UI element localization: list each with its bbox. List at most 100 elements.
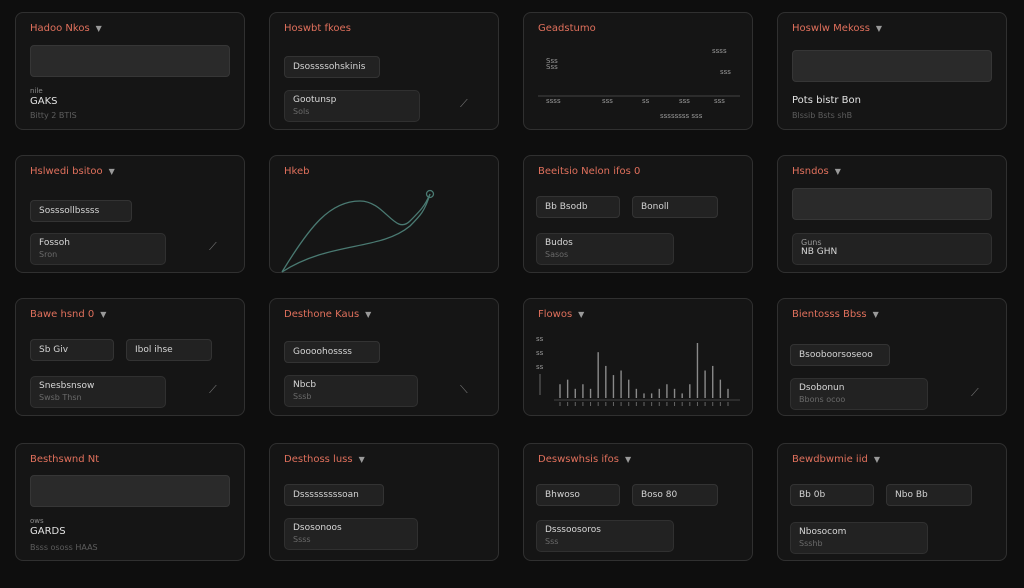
value-box[interactable]: Nbcb Sssb <box>284 375 418 407</box>
expand-icon[interactable]: ⟋ <box>209 383 217 396</box>
legend-left: Sss <box>546 63 558 71</box>
pill-field[interactable]: Dsssssssssoan <box>284 484 384 506</box>
chevron-down-icon[interactable]: ▼ <box>365 310 372 319</box>
box-label: Dsosonoos <box>293 523 342 533</box>
chevron-down-icon[interactable]: ▼ <box>108 167 115 176</box>
chevron-down-icon[interactable]: ▼ <box>872 310 879 319</box>
pill-field[interactable]: Sosssollbssss <box>30 200 132 222</box>
pill-field[interactable]: Dsossssohskinis <box>284 56 380 78</box>
x-tick: ss <box>642 97 650 105</box>
box-label: Nbosocom <box>799 527 847 537</box>
pill-field-b[interactable]: Bonoll <box>632 196 718 218</box>
stat-value: GAKS <box>30 96 58 107</box>
chevron-down-icon[interactable]: ▼ <box>624 455 632 464</box>
chevron-down-icon[interactable]: ▼ <box>834 167 841 176</box>
stat-sub: Bitty 2 BTIS <box>30 111 77 120</box>
card-14: Desthoss luss ▼ Dsssssssssoan Dsosonoos S… <box>269 443 499 561</box>
x-tick: sss <box>714 97 725 105</box>
chevron-down-icon[interactable]: ▼ <box>873 455 880 464</box>
card-15: Deswswhsis ifos ▼ Bhwoso Boso 80 Dsssooso… <box>523 443 753 561</box>
chevron-down-icon[interactable]: ▼ <box>95 24 102 33</box>
line-series <box>281 193 431 273</box>
stat-label: nile <box>30 87 43 95</box>
stat-sub: Blssib Bsts shB <box>792 111 853 120</box>
value-box[interactable]: Gootunsp Sols <box>284 90 420 122</box>
value-box[interactable]: Guns NB GHN <box>792 233 992 265</box>
value-box[interactable]: Dsobonun Bbons ocoo <box>790 378 928 410</box>
bar-chart: ss ss ss <box>536 335 740 406</box>
card-title: Desthone Kaus ▼ <box>284 309 372 320</box>
chevron-down-icon[interactable]: ▼ <box>358 455 365 464</box>
box-label: Dsssoosoros <box>545 525 601 535</box>
card-title: Bewdbwmie iid ▼ <box>792 454 880 465</box>
box-sub: Ssss <box>293 535 311 544</box>
x-tick: sss <box>602 97 613 105</box>
card-11: Flowos ▼ ss ss ss <box>523 298 753 416</box>
input-bar[interactable] <box>792 188 992 220</box>
stat-sub: Bsss ososs HAAS <box>30 543 98 552</box>
box-label: Dsobonun <box>799 383 845 393</box>
value-box[interactable]: Dsosonoos Ssss <box>284 518 418 550</box>
stat-value: GARDS <box>30 526 66 537</box>
y-tick: ss <box>536 349 544 357</box>
value-box[interactable]: Snesbsnsow Swsb Thsn <box>30 376 166 408</box>
card-16: Bewdbwmie iid ▼ Bb 0b Nbo Bb Nbosocom Sss… <box>777 443 1007 561</box>
expand-icon[interactable]: ⟋ <box>460 97 468 110</box>
box-label: Budos <box>545 238 573 248</box>
card-title: Besthswnd Nt <box>30 454 100 465</box>
card-title: Hoswbt fkoes <box>284 23 351 34</box>
card-4: Hoswlw Mekoss ▼ Pots bistr Bon Blssib Bst… <box>777 12 1007 130</box>
card-title: Hsndos ▼ <box>792 166 841 177</box>
box-sub: Guns <box>801 238 822 247</box>
card-title: Beeitsio Nelon ifos 0 <box>538 166 641 177</box>
stat-value: Pots bistr Bon <box>792 95 861 106</box>
box-label: Nbcb <box>293 380 317 390</box>
expand-icon[interactable]: ⟋ <box>971 386 979 399</box>
value-box[interactable]: Nbosocom Ssshb <box>790 522 928 554</box>
x-tick: sss <box>679 97 690 105</box>
card-2: Hoswbt fkoes Dsossssohskinis Gootunsp So… <box>269 12 499 130</box>
pill-field-b[interactable]: Nbo Bb <box>886 484 972 506</box>
box-label: Gootunsp <box>293 95 337 105</box>
input-bar[interactable] <box>30 475 230 507</box>
chevron-down-icon[interactable]: ▼ <box>100 310 107 319</box>
pill-field-b[interactable]: Boso 80 <box>632 484 718 506</box>
stat-label: ows <box>30 517 44 525</box>
pill-field-a[interactable]: Sb Giv <box>30 339 114 361</box>
box-label: Fossoh <box>39 238 70 248</box>
input-bar[interactable] <box>30 45 230 77</box>
box-sub: Sasos <box>545 250 569 259</box>
x-tick: ssss <box>546 97 561 105</box>
y-tick: ssss <box>712 47 727 55</box>
card-9: Bawe hsnd 0 ▼ Sb Giv Ibol ihse Snesbsnsow… <box>15 298 245 416</box>
input-bar[interactable] <box>792 50 992 82</box>
value-box[interactable]: Dsssoosoros Sss <box>536 520 674 552</box>
card-12: Bientosss Bbss ▼ Bsooboorsoseoo Dsobonun … <box>777 298 1007 416</box>
chevron-down-icon[interactable]: ▼ <box>875 24 883 33</box>
box-sub: Sss <box>545 537 559 546</box>
box-sub: Ssshb <box>799 539 823 548</box>
card-title: Hoswlw Mekoss ▼ <box>792 23 883 34</box>
pill-field-a[interactable]: Bb Bsodb <box>536 196 620 218</box>
card-1: Hadoo Nkos ▼ nile GAKS Bitty 2 BTIS <box>15 12 245 130</box>
mini-chart: ssss sss Sss Sss ssss sss ss sss sss sss… <box>538 47 740 120</box>
card-6: Hkeb <box>269 155 499 273</box>
pill-field[interactable]: Goooohossss <box>284 341 380 363</box>
card-title: Hadoo Nkos ▼ <box>30 23 102 34</box>
card-title: Bawe hsnd 0 ▼ <box>30 309 107 320</box>
pill-field-a[interactable]: Bb 0b <box>790 484 874 506</box>
expand-icon[interactable]: ⟍ <box>460 383 468 396</box>
value-box[interactable]: Fossoh Sron <box>30 233 166 265</box>
expand-icon[interactable]: ⟋ <box>209 240 217 253</box>
legend-left: ss <box>536 363 544 371</box>
box-sub: Swsb Thsn <box>39 393 82 402</box>
box-label: Snesbsnsow <box>39 381 95 391</box>
box-sub: Sron <box>39 250 58 259</box>
endpoint-marker <box>425 189 435 199</box>
pill-field-b[interactable]: Ibol ihse <box>126 339 212 361</box>
pill-field[interactable]: Bsooboorsoseoo <box>790 344 890 366</box>
value-box[interactable]: Budos Sasos <box>536 233 674 265</box>
chevron-down-icon[interactable]: ▼ <box>578 310 585 319</box>
pill-field-a[interactable]: Bhwoso <box>536 484 620 506</box>
line-chart <box>281 189 435 273</box>
